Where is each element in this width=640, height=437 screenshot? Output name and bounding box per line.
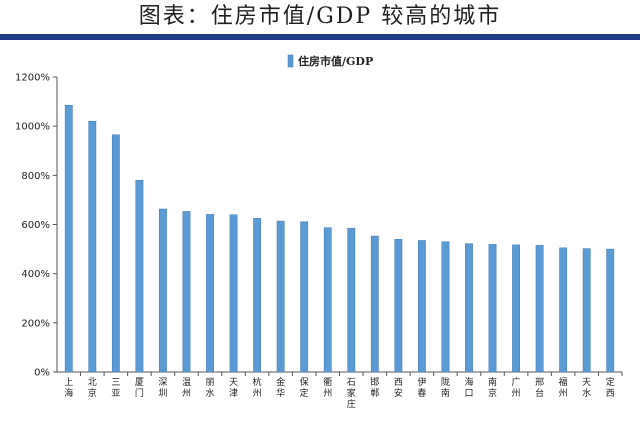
bar-伊春 [418, 240, 426, 373]
bar-深圳 [159, 208, 167, 373]
legend-label: 住房市值/GDP [298, 54, 373, 68]
y-tick-label: 0% [34, 368, 50, 379]
bar-杭州 [253, 218, 262, 373]
bar-天津 [229, 214, 238, 373]
bar-天水 [582, 248, 591, 373]
x-tick-label: 三亚 [111, 378, 120, 399]
bar-保定 [300, 221, 309, 373]
y-tick-label: 400% [21, 269, 50, 280]
x-tick-label: 保定 [300, 376, 309, 399]
bar-广州 [512, 244, 520, 373]
x-tick-label: 伊春 [417, 376, 426, 399]
x-tick-label: 深圳 [158, 377, 167, 399]
x-tick-label: 杭州 [253, 376, 262, 399]
y-tick-label: 1000% [15, 122, 50, 133]
x-tick-label: 厦门 [135, 377, 144, 399]
y-tick-label: 200% [21, 318, 50, 329]
bar-金华 [276, 220, 285, 373]
bar-陇南 [441, 241, 450, 373]
x-tick-label: 天津 [229, 378, 238, 399]
bar-邯郸 [370, 235, 379, 373]
bar-邢台 [535, 245, 544, 373]
bar-厦门 [135, 180, 144, 373]
chart-legend: 住房市值/GDP [287, 54, 373, 68]
bar-西安 [394, 239, 403, 373]
bar-三亚 [111, 134, 120, 373]
bar-北京 [88, 121, 97, 373]
bar-海口 [465, 243, 473, 373]
y-tick-label: 600% [21, 220, 50, 231]
bar-定西 [606, 248, 615, 373]
x-tick-label: 福州 [559, 376, 568, 399]
x-tick-label: 定西 [606, 376, 615, 399]
x-tick-label: 邢台 [535, 377, 544, 399]
x-tick-label: 邯郸 [370, 376, 379, 399]
x-tick-label: 广州 [512, 376, 521, 399]
y-tick-label: 800% [21, 171, 50, 182]
x-tick-label: 上海 [64, 377, 73, 399]
x-tick-label: 西安 [394, 377, 403, 399]
x-tick-label: 天水 [582, 378, 591, 399]
title-divider [0, 34, 640, 40]
bar-温州 [182, 211, 191, 373]
x-tick-label: 南京 [488, 376, 497, 399]
bar-南京 [488, 244, 497, 373]
chart-y-ticks: 0% 200% 400% 600% 800% 1000% 1200% [15, 73, 57, 379]
x-tick-label: 陇南 [441, 376, 450, 399]
page-title: 图表：住房市值/GDP 较高的城市 [138, 4, 502, 29]
x-tick-label: 衢州 [323, 376, 332, 399]
x-tick-label: 丽水 [206, 377, 215, 399]
x-tick-label: 北京 [88, 377, 97, 399]
bar-福州 [559, 247, 568, 373]
bar-衢州 [323, 227, 332, 373]
bar-丽水 [206, 214, 214, 373]
x-tick-label: 温州 [182, 377, 191, 399]
legend-swatch [287, 54, 294, 68]
x-tick-label: 石家庄 [347, 378, 356, 410]
y-tick-label: 1200% [15, 73, 50, 84]
chart-bars [64, 105, 615, 373]
x-tick-label: 金华 [276, 376, 285, 399]
bar-上海 [64, 105, 73, 373]
bar-石家庄 [347, 227, 356, 373]
x-tick-label: 海口 [464, 376, 473, 399]
